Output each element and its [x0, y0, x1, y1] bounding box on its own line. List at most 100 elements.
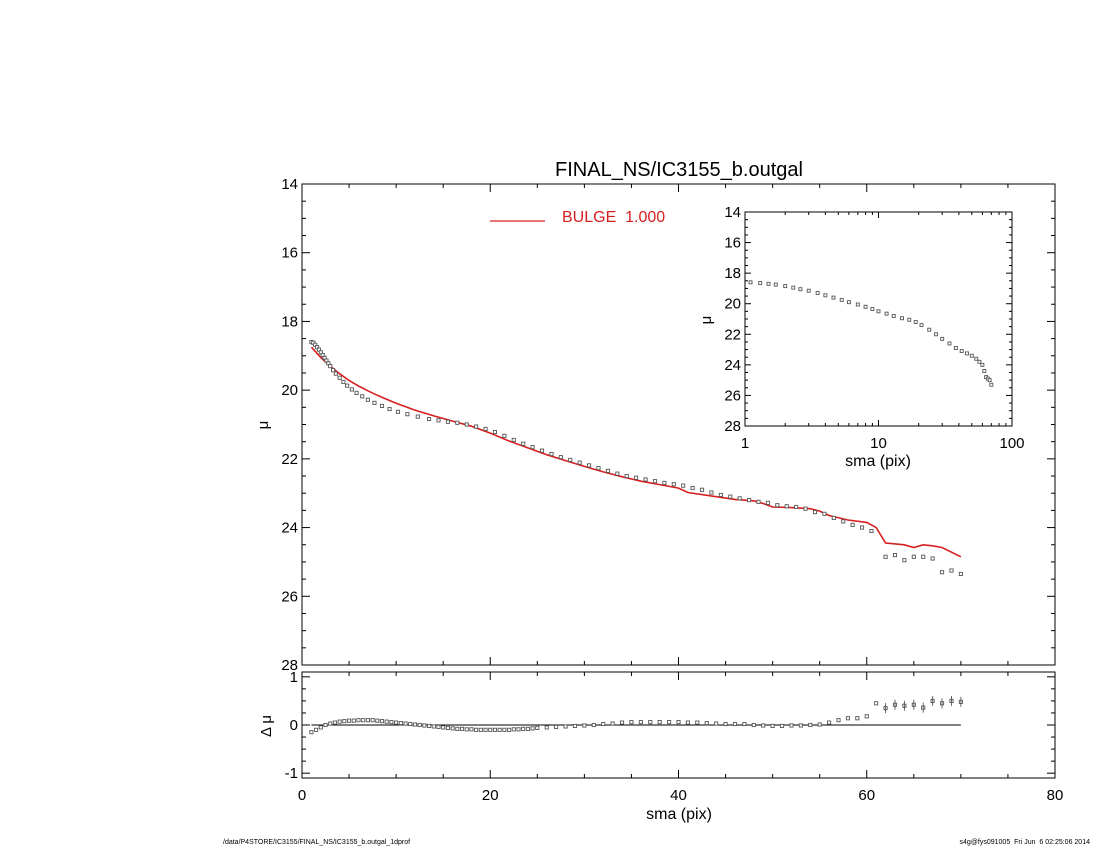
main-data-point [859, 525, 865, 530]
residual-data-point [657, 720, 662, 725]
main-y-axis-label: μ [255, 421, 272, 430]
main-data-point [930, 556, 935, 561]
residual-data-point [704, 721, 709, 726]
residual-data-point [507, 727, 512, 732]
main-data-point [354, 390, 359, 395]
main-data-point [850, 522, 855, 527]
residual-data-point [412, 722, 418, 727]
residual-data-point [827, 720, 832, 725]
inset-y-tick-label: 28 [724, 418, 741, 435]
residual-data-point [591, 722, 596, 728]
residual-data-point [845, 716, 850, 721]
residual-x-tick-label: 20 [482, 787, 499, 804]
profile-panel: 14 16 18 20 22 24 26 28 [281, 176, 1056, 674]
residual-data-point [874, 701, 879, 706]
inset-y-tick-label: 16 [724, 235, 741, 252]
main-data-point [341, 379, 346, 384]
main-data-point [756, 499, 761, 504]
inset-plot-frame [744, 211, 1013, 427]
main-y-tick-label: 24 [281, 520, 298, 537]
main-data-point [587, 463, 592, 468]
residual-data-point [389, 720, 394, 725]
main-data-point [521, 441, 526, 446]
residual-data-point [422, 723, 427, 728]
inset-data-point [987, 378, 992, 383]
main-data-point [958, 571, 963, 577]
main-y-tick-label: 14 [281, 176, 298, 193]
main-data-point [831, 515, 836, 521]
main-data-point [869, 528, 874, 534]
residual-data-point [742, 721, 747, 727]
inset-data-point [907, 317, 912, 322]
main-data-point [841, 519, 846, 524]
inset-x-tick-label: 100 [999, 435, 1024, 452]
main-data-point [784, 504, 789, 509]
inset-data-point [791, 285, 796, 290]
inset-y-tick-label: 26 [724, 387, 741, 404]
main-data-point [643, 477, 648, 482]
residual-data-point [610, 721, 615, 726]
main-data-point [921, 554, 926, 559]
main-data-point [436, 418, 441, 423]
inset-data-point [855, 302, 860, 307]
residual-x-tick-label: 40 [670, 787, 687, 804]
main-data-point [812, 510, 818, 515]
inset-data-point [982, 369, 987, 373]
main-data-point [415, 414, 420, 419]
main-data-point [596, 466, 601, 471]
residual-data-point [436, 724, 441, 729]
residual-data-point [309, 730, 314, 735]
inset-data-point [773, 282, 778, 287]
main-data-point [728, 494, 733, 499]
inset-data-point [783, 284, 788, 289]
residual-data-point [474, 727, 479, 732]
residual-data-point [478, 727, 483, 732]
residual-data-point [619, 720, 625, 725]
residual-x-tick-label: 0 [298, 787, 306, 804]
residual-data-point [365, 718, 370, 723]
residual-data-point [648, 720, 653, 725]
main-data-point [387, 406, 392, 412]
main-data-point [379, 403, 385, 408]
residual-data-point [723, 721, 728, 727]
residual-data-point [521, 726, 526, 731]
residual-data-point [328, 721, 333, 726]
main-model-line [310, 346, 962, 558]
residual-data-point [864, 714, 869, 719]
residual-data-point [770, 723, 775, 729]
main-data-point [337, 375, 342, 380]
residual-x-tick-label: 80 [1047, 787, 1064, 804]
main-data-point [765, 500, 770, 505]
main-data-point [333, 371, 338, 376]
residual-data-point [761, 723, 766, 728]
residual-data-point [342, 719, 347, 724]
residual-data-point [779, 723, 785, 729]
residual-data-point [370, 718, 375, 723]
residual-data-point [789, 723, 794, 728]
residual-data-point [525, 726, 530, 731]
inset-data-point [876, 309, 881, 314]
main-data-point [949, 568, 954, 573]
inset-data-point [766, 281, 771, 286]
main-data-point [577, 460, 582, 465]
main-data-point [474, 424, 479, 429]
residual-data-point [455, 726, 460, 731]
residual-data-point [483, 727, 488, 732]
main-data-point [539, 448, 545, 453]
main-data-point [671, 482, 676, 487]
inset-data-point [919, 323, 924, 328]
residual-data-point [582, 723, 587, 728]
inset-data-point [977, 359, 982, 364]
residual-x-axis-label: sma (pix) [646, 806, 712, 823]
residual-data-point [516, 727, 521, 732]
residual-data-point [469, 727, 474, 732]
main-data-point [794, 504, 799, 510]
main-data-point [502, 433, 507, 438]
inset-x-axis-label: sma (pix) [845, 453, 911, 470]
residual-data-point [667, 720, 672, 725]
main-y-tick-label: 22 [281, 451, 298, 468]
main-data-point [530, 445, 535, 450]
main-data-point [902, 558, 907, 563]
residual-data-point [403, 721, 408, 726]
inset-data-point [748, 280, 753, 285]
